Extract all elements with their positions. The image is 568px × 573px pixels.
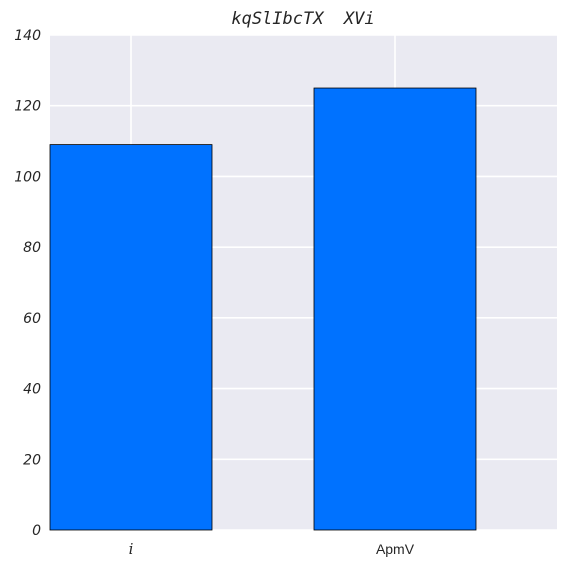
y-tick-label: 60	[23, 311, 41, 327]
x-axis-ticks: i ApmV	[129, 540, 415, 558]
y-tick-label: 20	[23, 452, 41, 468]
x-tick-label: ApmV	[376, 541, 415, 557]
y-tick-label: 80	[23, 240, 41, 256]
x-tick-label: i	[129, 540, 134, 558]
y-tick-label: 0	[32, 523, 41, 539]
bars	[49, 87, 477, 531]
y-tick-label: 100	[14, 169, 41, 185]
y-tick-label: 40	[23, 382, 41, 398]
bar-i	[49, 144, 213, 531]
y-tick-label: 120	[14, 99, 41, 115]
y-axis-ticks: 0 20 40 60 80 100 120 140	[14, 28, 41, 539]
chart-title: kqSlIbcTX XVi	[231, 9, 374, 29]
bar-apmv	[313, 87, 477, 531]
y-tick-label: 140	[14, 28, 41, 44]
